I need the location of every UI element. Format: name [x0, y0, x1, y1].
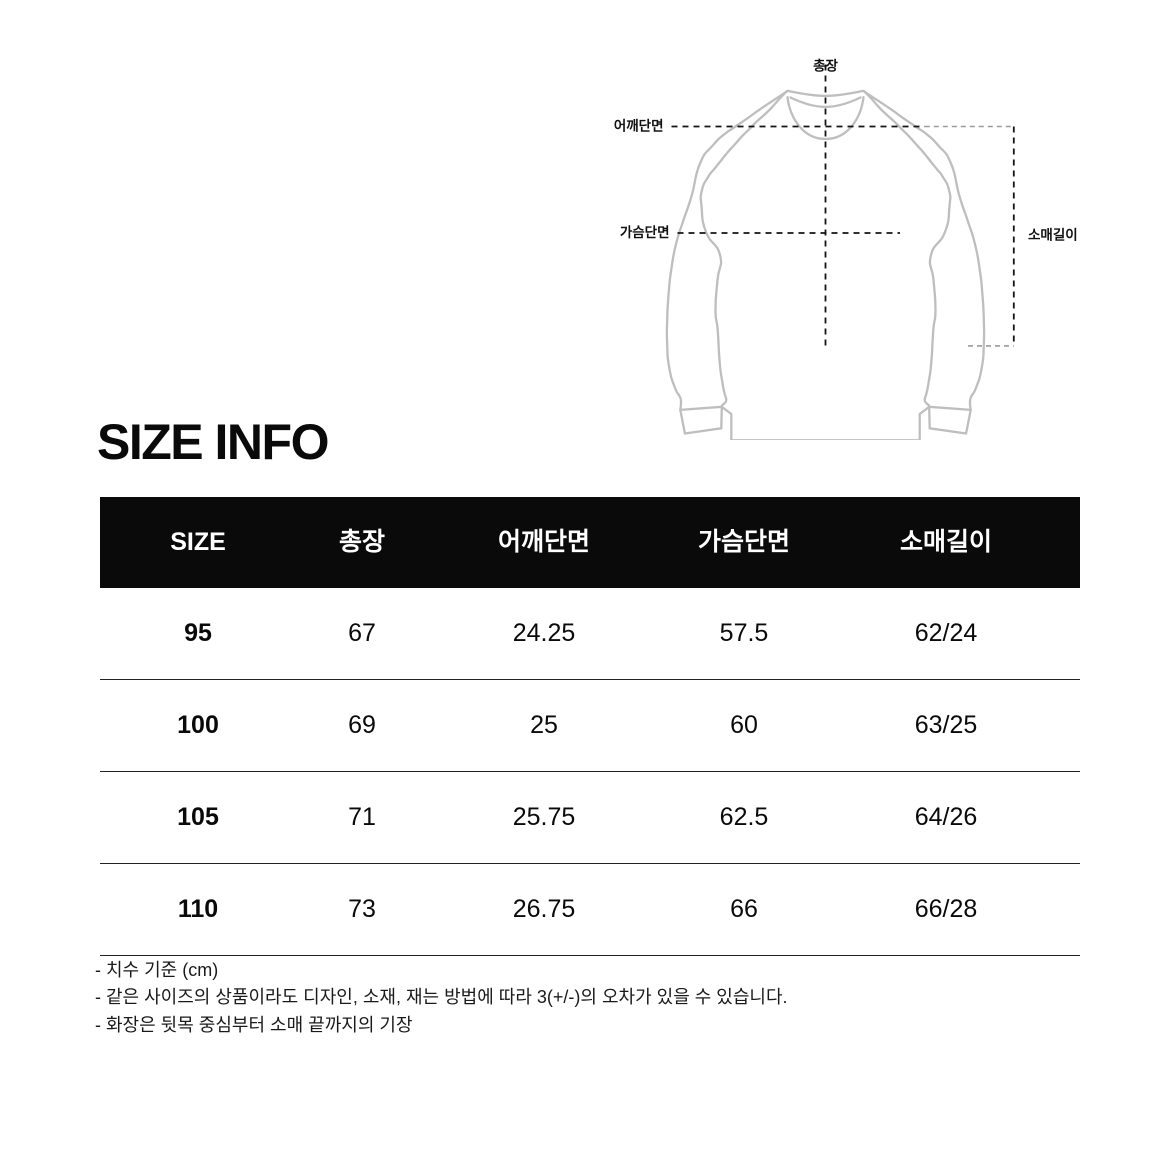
- svg-text:소매길이: 소매길이: [1028, 227, 1078, 243]
- svg-text:총장: 총장: [813, 58, 838, 74]
- svg-text:어깨단면: 어깨단면: [614, 118, 664, 134]
- svg-text:가슴단면: 가슴단면: [620, 224, 670, 240]
